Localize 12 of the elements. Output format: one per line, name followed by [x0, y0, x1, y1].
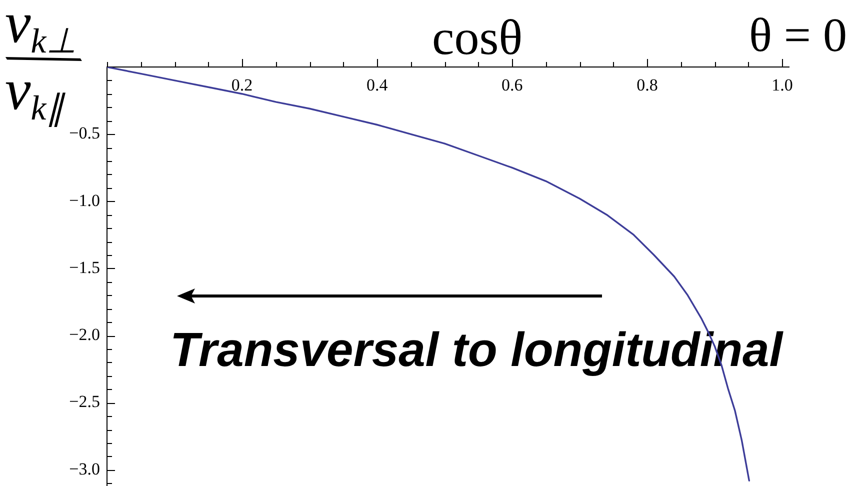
y-tick-label: −2.5 — [69, 392, 100, 412]
x-tick-label: 0.8 — [636, 76, 658, 95]
y-tick-label: −2.0 — [69, 325, 100, 344]
y-tick-label: −3.0 — [69, 459, 100, 478]
text: θ = 0 — [748, 9, 847, 62]
x-tick-label: 1.0 — [772, 76, 793, 95]
x-tick-label: 0.6 — [502, 76, 523, 95]
x-tick-label: 0.2 — [231, 76, 253, 95]
x-tick-label: 0.4 — [366, 76, 388, 95]
x-axis-title: cosθ — [432, 9, 523, 65]
y-tick-label: −1.5 — [69, 258, 100, 277]
y-tick-label: −1.0 — [69, 190, 100, 210]
